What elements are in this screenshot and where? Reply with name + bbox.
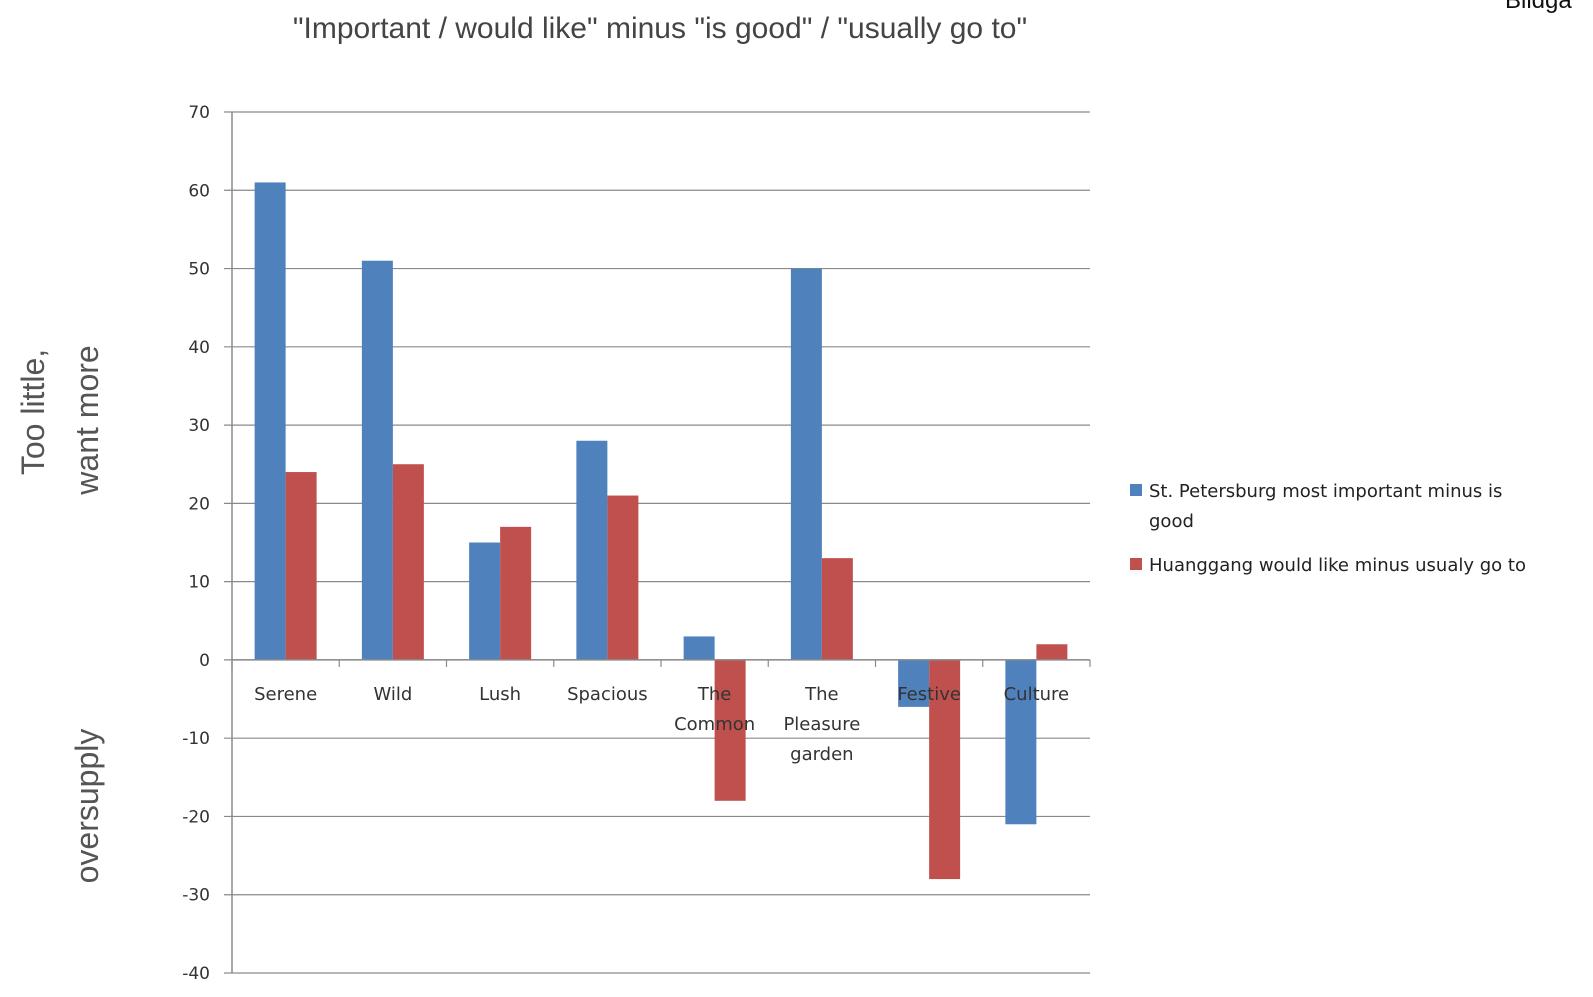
bar-series-2 xyxy=(500,526,532,660)
bar-series-1 xyxy=(469,542,501,660)
x-category-label: The Pleasure garden xyxy=(783,684,860,765)
y-tick-label: -30 xyxy=(182,886,210,906)
bar-series-1 xyxy=(576,440,608,660)
x-category-line: Lush xyxy=(479,684,521,705)
y-axis-ticks: 70 60 50 40 30 20 10 0 -10 -20 -30 -40 xyxy=(182,103,210,984)
x-category-label: Culture xyxy=(1004,684,1070,705)
bar-series-2 xyxy=(929,659,961,880)
bar-series-1 xyxy=(683,636,715,660)
bars xyxy=(254,182,1068,880)
y-tick-label: 50 xyxy=(188,260,210,280)
legend-swatch xyxy=(1130,558,1142,570)
x-category-label: Lush xyxy=(479,684,521,705)
y-tick-label: 20 xyxy=(188,494,210,514)
legend-entry: Huanggang would like minus usualy go to xyxy=(1149,555,1526,576)
bar-series-1 xyxy=(898,659,930,707)
y-tick-label: 60 xyxy=(188,181,210,201)
x-category-line: Pleasure xyxy=(783,714,860,735)
x-category-line: Serene xyxy=(254,684,317,705)
bar-series-2 xyxy=(607,495,639,660)
x-category-label: The Common xyxy=(674,684,755,735)
x-category-line: Wild xyxy=(373,684,412,705)
y-tick-label: 70 xyxy=(188,103,210,123)
side-label-want-more: want more xyxy=(69,345,105,495)
y-tick-label: -10 xyxy=(182,729,210,749)
legend: St. Petersburg most important minus is go… xyxy=(1130,481,1526,576)
x-axis-categories: Serene Wild Lush Spacious The Common The Pleasu… xyxy=(254,684,1069,765)
bar-series-1 xyxy=(361,260,393,660)
bar-series-2 xyxy=(285,472,317,660)
y-tick-label: 10 xyxy=(188,573,210,593)
y-tick-label: 0 xyxy=(199,651,210,671)
y-tick-label: 40 xyxy=(188,338,210,358)
chart-title: "Important / would like" minus "is good"… xyxy=(293,12,1027,45)
x-category-line: Festive xyxy=(897,684,961,705)
corner-text: Bildga xyxy=(1505,0,1572,14)
x-category-line: The xyxy=(804,684,838,705)
y-tick-label: -20 xyxy=(182,807,210,827)
bar-series-1 xyxy=(254,182,286,660)
bar-series-2 xyxy=(392,464,424,660)
x-category-line: Culture xyxy=(1004,684,1070,705)
x-category-line: Spacious xyxy=(567,684,648,705)
x-category-line: The xyxy=(697,684,731,705)
bar-series-2 xyxy=(714,659,746,801)
legend-entry-line: good xyxy=(1149,511,1194,532)
bar-series-2 xyxy=(821,558,853,660)
legend-entry-line: Huanggang would like minus usualy go to xyxy=(1149,555,1526,576)
axes xyxy=(231,112,1091,973)
y-tick-label: -40 xyxy=(182,964,210,984)
x-category-label: Spacious xyxy=(567,684,648,705)
side-label-oversupply: oversupply xyxy=(69,729,105,884)
legend-swatch xyxy=(1130,484,1142,496)
y-tick-label: 30 xyxy=(188,416,210,436)
legend-entry: St. Petersburg most important minus is go… xyxy=(1149,481,1502,532)
x-category-label: Serene xyxy=(254,684,317,705)
x-category-label: Wild xyxy=(373,684,412,705)
bar-series-2 xyxy=(1036,644,1068,660)
x-category-line: Common xyxy=(674,714,755,735)
x-category-line: garden xyxy=(790,744,853,765)
x-category-label: Festive xyxy=(897,684,961,705)
legend-entry-line: St. Petersburg most important minus is xyxy=(1149,481,1502,502)
bar-series-1 xyxy=(1005,659,1037,825)
bar-series-1 xyxy=(790,268,822,660)
side-label-too-little: Too little, xyxy=(15,349,51,475)
